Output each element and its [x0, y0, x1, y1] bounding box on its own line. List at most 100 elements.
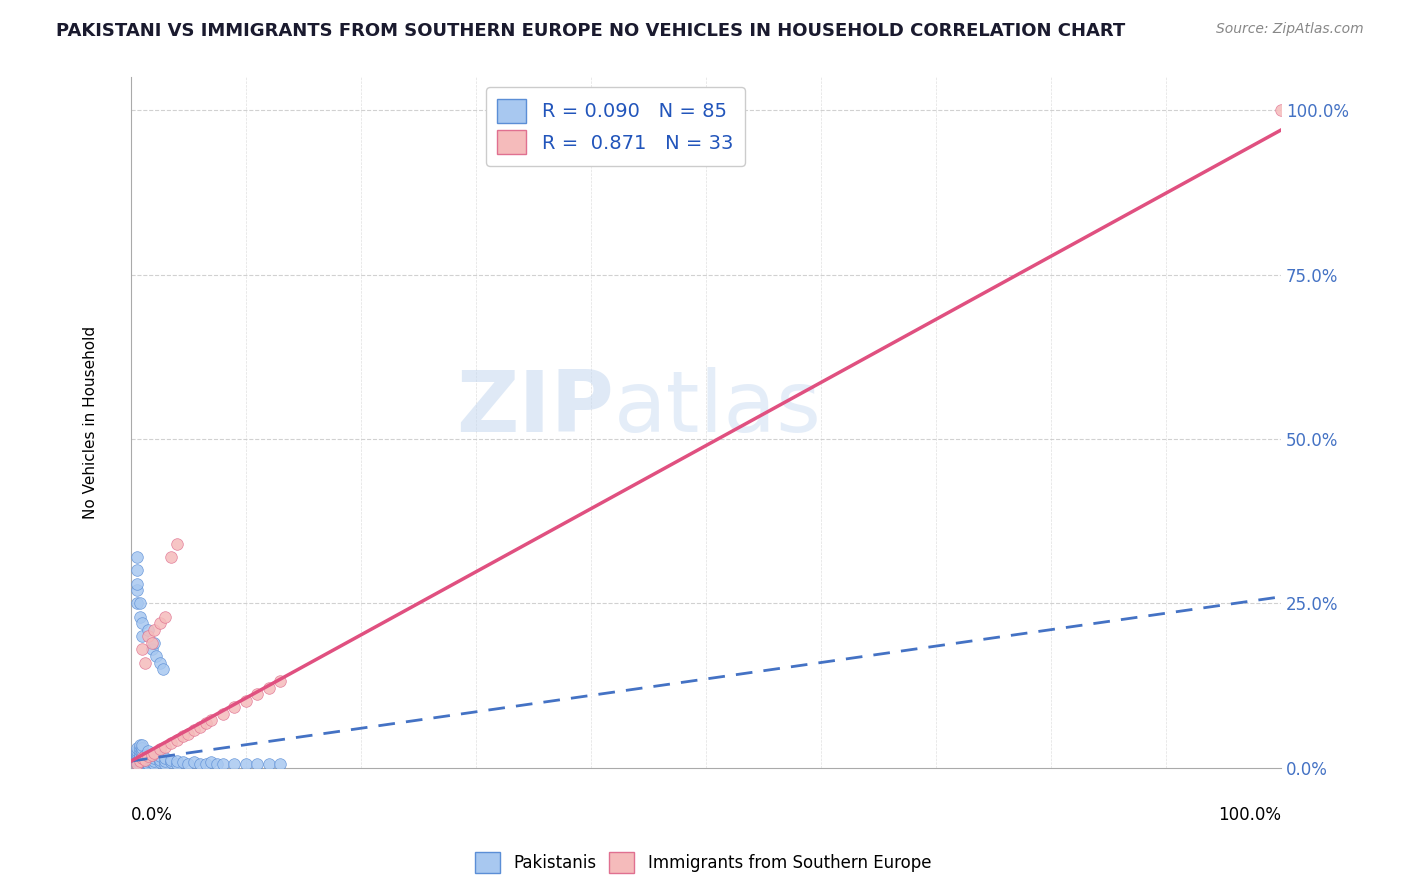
Point — [155, 739, 177, 754]
Point — [142, 757, 165, 772]
Point — [194, 716, 217, 731]
Point — [183, 723, 205, 737]
Point — [134, 751, 156, 765]
Point — [149, 656, 172, 670]
Point — [200, 756, 222, 770]
Point — [142, 636, 165, 650]
Point — [149, 742, 172, 756]
Point — [125, 757, 148, 772]
Point — [129, 747, 152, 762]
Point — [142, 747, 165, 762]
Point — [224, 700, 246, 714]
Point — [136, 751, 159, 765]
Point — [129, 754, 152, 768]
Point — [188, 720, 211, 734]
Point — [235, 757, 257, 772]
Point — [142, 754, 165, 768]
Point — [155, 751, 177, 765]
Point — [131, 754, 153, 768]
Point — [141, 636, 163, 650]
Point — [172, 729, 194, 743]
Point — [145, 648, 167, 663]
Point — [212, 757, 235, 772]
Point — [134, 656, 156, 670]
Point — [152, 662, 174, 676]
Point — [1270, 103, 1292, 118]
Point — [136, 623, 159, 637]
Point — [131, 756, 153, 770]
Point — [155, 757, 177, 772]
Point — [125, 756, 148, 770]
Point — [269, 757, 291, 772]
Point — [134, 754, 156, 768]
Point — [125, 741, 148, 756]
Point — [142, 746, 165, 760]
Point — [125, 751, 148, 765]
Point — [177, 726, 200, 740]
Point — [129, 756, 152, 770]
Legend: Pakistanis, Immigrants from Southern Europe: Pakistanis, Immigrants from Southern Eur… — [468, 846, 938, 880]
Point — [129, 748, 152, 763]
Point — [200, 714, 222, 728]
Point — [129, 609, 152, 624]
Text: atlas: atlas — [614, 368, 823, 450]
Point — [160, 753, 183, 767]
Point — [131, 744, 153, 758]
Point — [131, 753, 153, 767]
Point — [131, 757, 153, 772]
Point — [149, 753, 172, 767]
Point — [125, 748, 148, 763]
Point — [166, 537, 188, 551]
Point — [136, 757, 159, 772]
Point — [212, 706, 235, 721]
Point — [125, 596, 148, 610]
Point — [136, 744, 159, 758]
Point — [125, 583, 148, 598]
Point — [129, 754, 152, 768]
Point — [205, 757, 228, 772]
Text: No Vehicles in Household: No Vehicles in Household — [83, 326, 98, 519]
Point — [246, 687, 269, 701]
Point — [136, 747, 159, 762]
Point — [141, 747, 163, 762]
Point — [149, 756, 172, 770]
Point — [131, 747, 153, 762]
Point — [142, 623, 165, 637]
Point — [129, 744, 152, 758]
Point — [125, 576, 148, 591]
Point — [257, 681, 280, 695]
Point — [125, 753, 148, 767]
Point — [125, 564, 148, 578]
Point — [141, 753, 163, 767]
Point — [257, 757, 280, 772]
Point — [129, 596, 152, 610]
Point — [125, 757, 148, 772]
Point — [166, 754, 188, 768]
Point — [129, 751, 152, 765]
Point — [155, 754, 177, 768]
Point — [125, 754, 148, 768]
Point — [149, 748, 172, 763]
Point — [160, 756, 183, 770]
Point — [131, 616, 153, 631]
Point — [183, 756, 205, 770]
Point — [136, 629, 159, 643]
Text: ZIP: ZIP — [456, 368, 614, 450]
Point — [131, 748, 153, 763]
Point — [141, 756, 163, 770]
Point — [125, 744, 148, 758]
Point — [125, 550, 148, 565]
Text: Source: ZipAtlas.com: Source: ZipAtlas.com — [1216, 22, 1364, 37]
Legend: R = 0.090   N = 85, R =  0.871   N = 33: R = 0.090 N = 85, R = 0.871 N = 33 — [485, 87, 745, 166]
Point — [141, 642, 163, 657]
Point — [131, 751, 153, 765]
Point — [131, 751, 153, 765]
Point — [155, 609, 177, 624]
Point — [149, 616, 172, 631]
Point — [134, 747, 156, 762]
Point — [134, 753, 156, 767]
Text: 100.0%: 100.0% — [1218, 805, 1281, 823]
Point — [188, 757, 211, 772]
Point — [125, 746, 148, 760]
Point — [224, 757, 246, 772]
